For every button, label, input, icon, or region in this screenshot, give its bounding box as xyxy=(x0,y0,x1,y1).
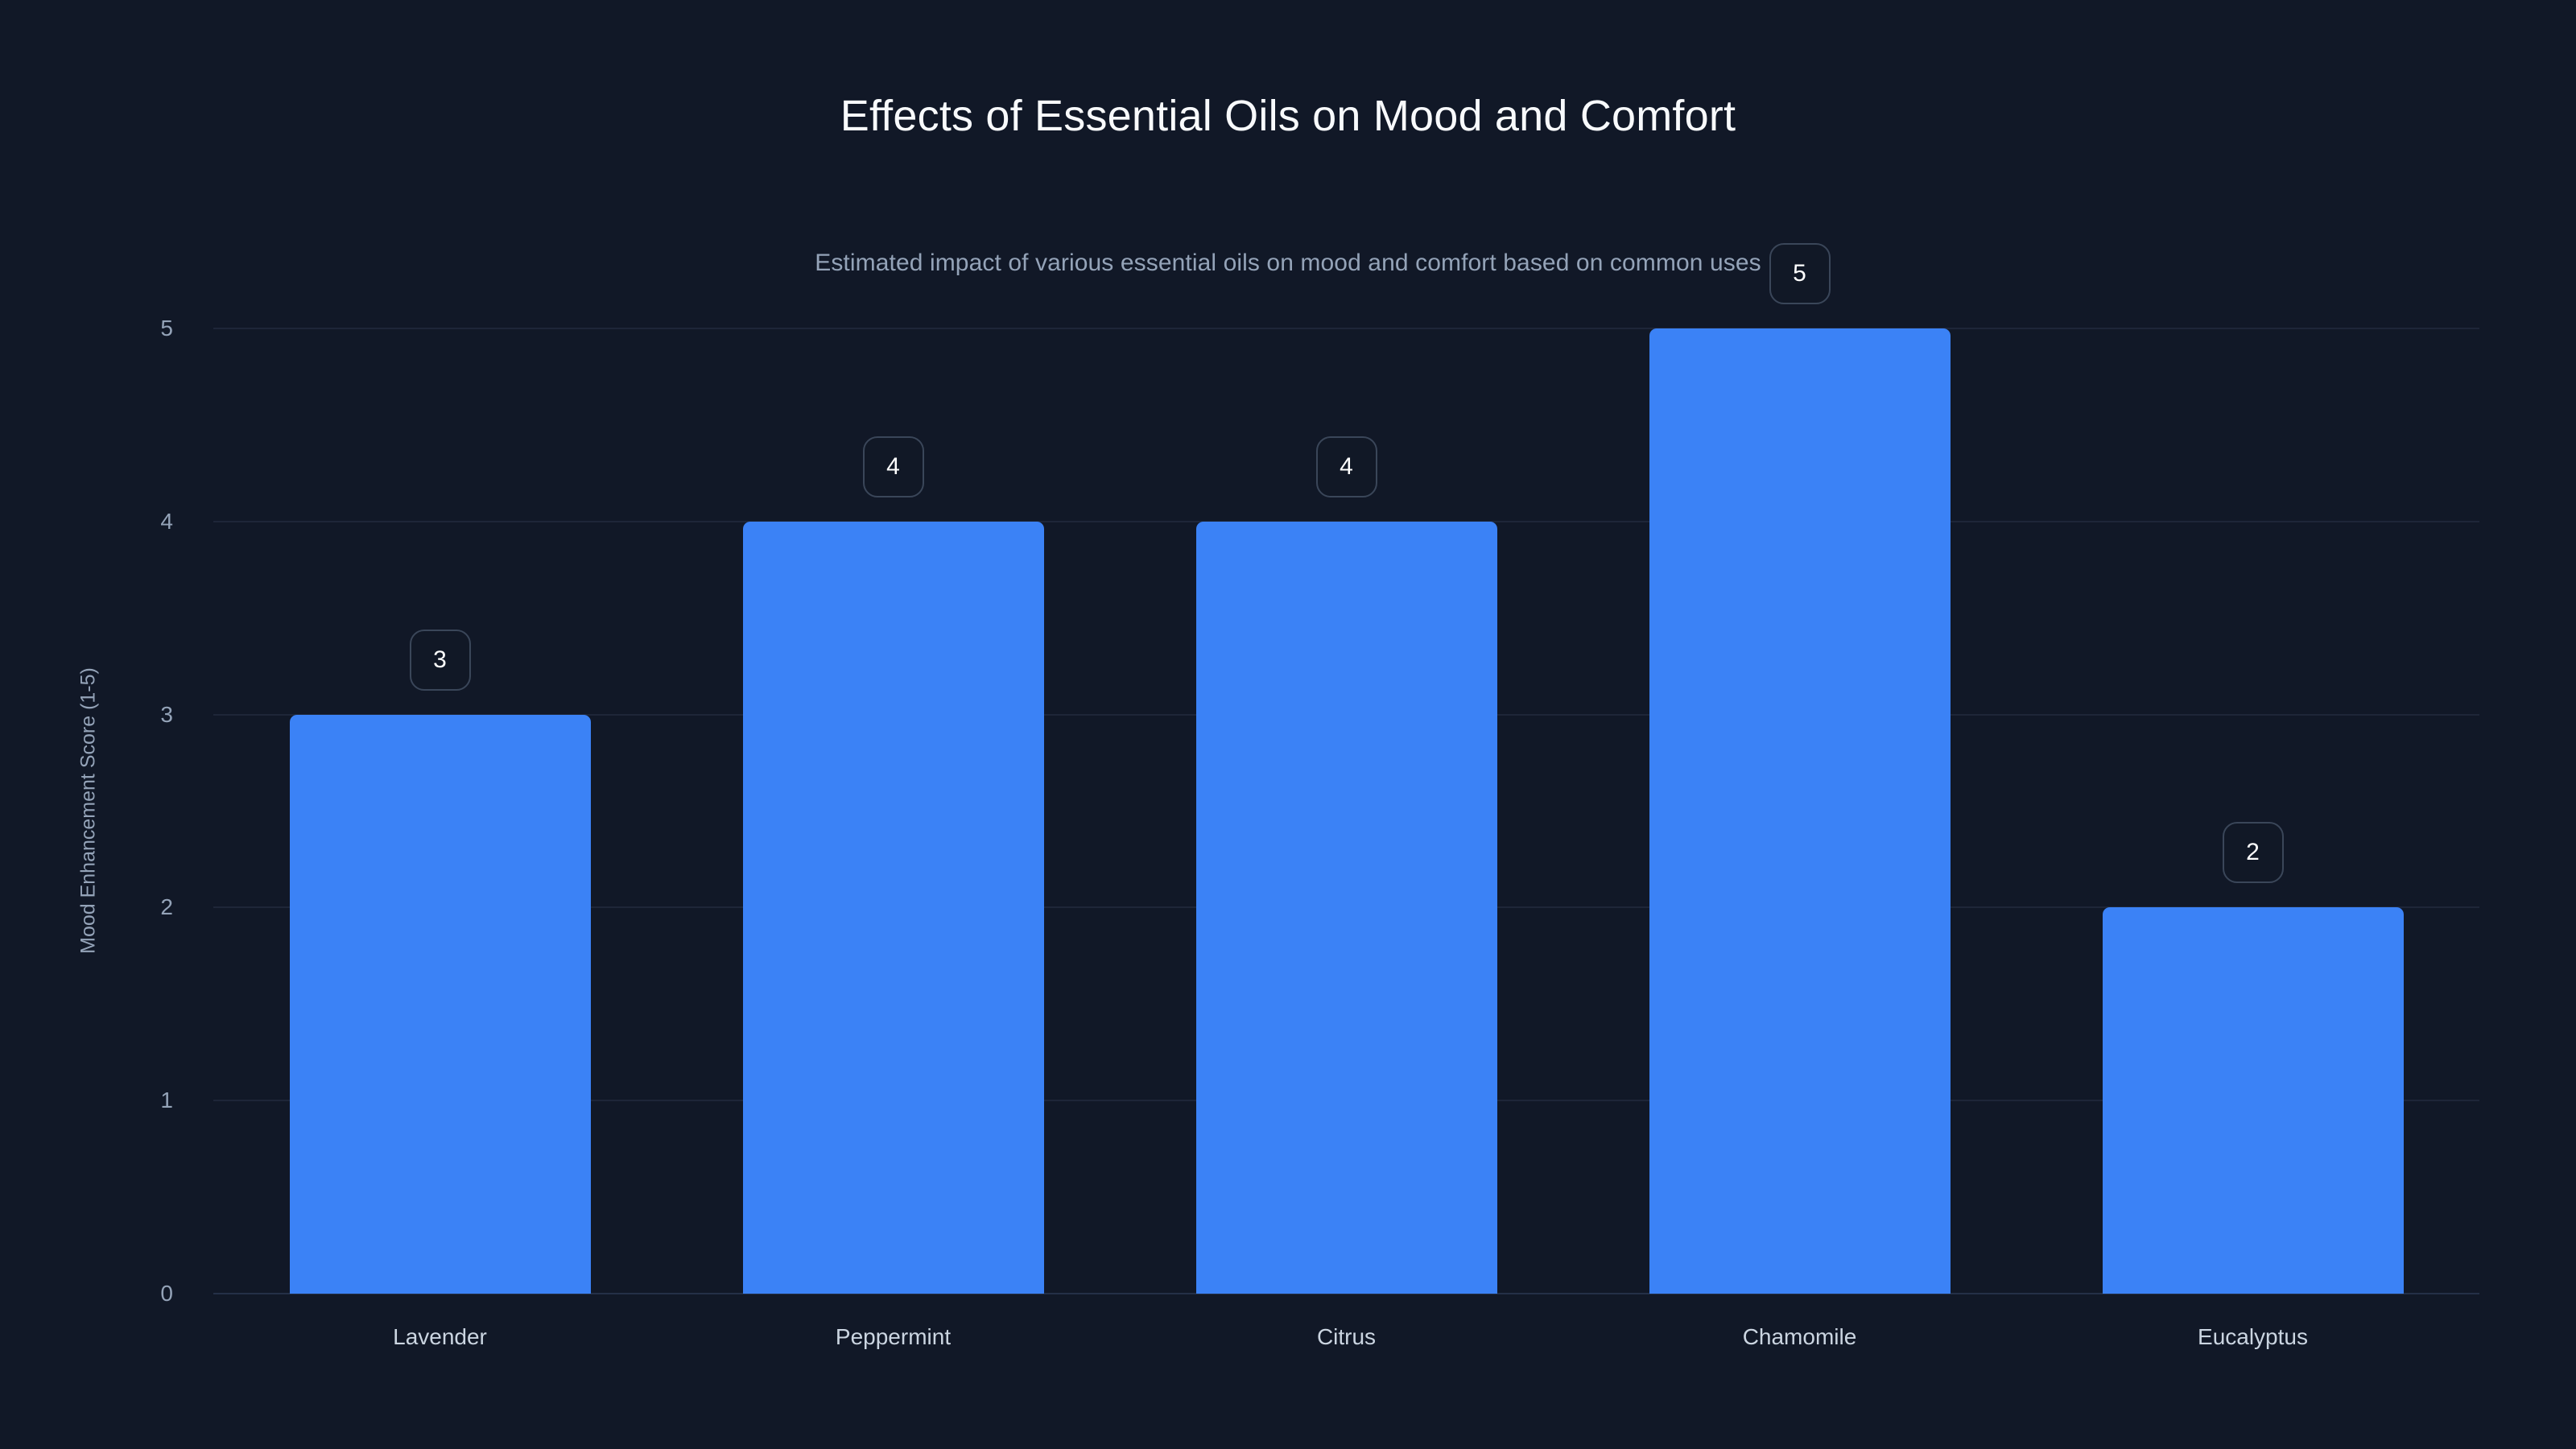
x-axis-category-label: Citrus xyxy=(1316,1324,1377,1349)
y-axis-tick-label: 0 xyxy=(160,1281,173,1306)
bar-value-label: 2 xyxy=(2222,822,2284,884)
bar-value-label: 5 xyxy=(1769,243,1831,304)
chart-subtitle: Estimated impact of various essential oi… xyxy=(815,250,1761,276)
gridline xyxy=(213,520,2479,522)
x-axis-category-label: Peppermint xyxy=(835,1324,952,1349)
bar[interactable] xyxy=(2102,907,2404,1294)
bar[interactable] xyxy=(289,714,591,1294)
bar-value-label: 4 xyxy=(1315,436,1377,497)
y-axis-tick-label: 4 xyxy=(160,508,173,534)
y-axis-ticks: 0 1 2 3 4 5 xyxy=(0,316,213,1306)
bar[interactable] xyxy=(1649,328,1951,1294)
bar-value-label: 3 xyxy=(409,629,471,691)
gridline xyxy=(213,1293,2479,1294)
y-axis-tick-label: 1 xyxy=(160,1088,173,1113)
bar[interactable] xyxy=(742,521,1044,1294)
y-axis-tick-label: 5 xyxy=(160,316,173,341)
x-axis-category-label: Chamomile xyxy=(1742,1324,1857,1349)
bar[interactable] xyxy=(1195,521,1497,1294)
y-axis-tick-label: 3 xyxy=(160,701,173,727)
y-axis-tick-label: 2 xyxy=(160,894,173,920)
x-axis-category-label: Eucalyptus xyxy=(2198,1324,2308,1349)
plot-area xyxy=(213,328,2479,1294)
bar-value-label: 4 xyxy=(862,436,924,497)
gridline xyxy=(213,328,2479,329)
chart-title: Effects of Essential Oils on Mood and Co… xyxy=(840,92,1736,140)
x-axis-category-label: Lavender xyxy=(393,1324,487,1349)
